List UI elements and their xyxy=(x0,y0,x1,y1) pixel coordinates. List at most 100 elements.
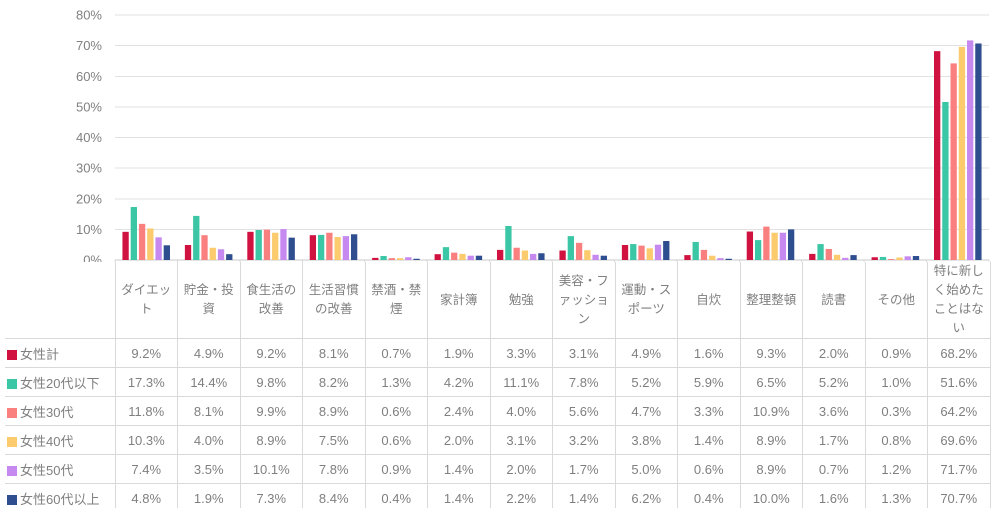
value-cell-女性50代-勉強: 2.0% xyxy=(489,454,553,484)
value-cell-女性計-美容・ファッション: 3.1% xyxy=(552,338,616,368)
value-cell-女性計-特に新しく始めたことはない: 68.2% xyxy=(927,338,991,368)
value-cell-女性50代-美容・ファッション: 1.7% xyxy=(552,454,616,484)
value-cell-女性30代-読書: 3.6% xyxy=(802,396,866,426)
value-cell-女性50代-運動・スポーツ: 5.0% xyxy=(614,454,678,484)
grouped-bar-chart: 0% 10% 20% 30% 40% 50% 60% 70% 80% xyxy=(76,8,990,262)
value-cell-女性60代以上-美容・ファッション: 1.4% xyxy=(552,483,616,508)
bar-女性50代-美容・ファッション xyxy=(592,254,599,260)
value-cell-女性50代-禁酒・禁煙: 0.9% xyxy=(364,454,428,484)
bar-女性50代-運動・スポーツ xyxy=(654,244,662,260)
y-axis-tick-label: 20% xyxy=(76,191,102,206)
bar-女性30代-禁酒・禁煙 xyxy=(388,258,395,260)
bar-女性50代-禁酒・禁煙 xyxy=(405,257,412,260)
bar-女性60代以上-家計簿 xyxy=(475,255,483,260)
value-cell-女性20代以下-食生活の改善: 9.8% xyxy=(239,367,303,397)
table-row-女性60代以上: 女性60代以上 4.8% 1.9% 7.3% 8.4% 0.4% 1.4% 2.2% 1.4% 6… xyxy=(5,483,991,508)
bar-女性50代-食生活の改善 xyxy=(280,229,287,260)
value-cell-女性40代-禁酒・禁煙: 0.6% xyxy=(364,425,428,455)
value-cell-女性50代-生活習慣の改善: 7.8% xyxy=(302,454,366,484)
y-axis-tick-label: 10% xyxy=(76,222,102,237)
value-cell-女性30代-食生活の改善: 9.9% xyxy=(239,396,303,426)
category-header-2: 食生活の改善 xyxy=(239,262,303,339)
value-cell-女性60代以上-生活習慣の改善: 8.4% xyxy=(302,483,366,508)
value-cell-女性50代-貯金・投資: 3.5% xyxy=(177,454,241,484)
series-name: 女性計 xyxy=(20,346,60,362)
table-corner-cell xyxy=(5,262,116,339)
table-row-女性30代: 女性30代 11.8% 8.1% 9.9% 8.9% 0.6% 2.4% 4.0% 5.6% 4.… xyxy=(5,396,991,426)
bar-女性20代以下-美容・ファッション xyxy=(567,236,574,260)
bar-女性30代-特に新しく始めたことはない xyxy=(950,63,957,260)
value-cell-女性20代以下-貯金・投資: 14.4% xyxy=(177,367,241,397)
value-cell-女性20代以下-勉強: 11.1% xyxy=(489,367,553,397)
category-header-10: 整理整頓 xyxy=(739,262,803,339)
bar-女性30代-美容・ファッション xyxy=(575,242,583,260)
category-header-11: 読書 xyxy=(802,262,866,339)
bar-女性20代以下-食生活の改善 xyxy=(255,229,262,260)
bar-女性30代-ダイエット xyxy=(138,223,146,260)
value-cell-女性計-読書: 2.0% xyxy=(802,338,866,368)
bar-女性60代以上-禁酒・禁煙 xyxy=(413,258,420,260)
bar-女性40代-ダイエット xyxy=(147,228,154,260)
bar-女性計-その他 xyxy=(871,257,878,260)
legend-key-icon xyxy=(7,436,17,447)
bar-女性20代以下-運動・スポーツ xyxy=(630,244,637,260)
bar-女性40代-食生活の改善 xyxy=(272,232,279,260)
bar-女性30代-その他 xyxy=(888,259,895,260)
category-header-9: 自炊 xyxy=(677,262,741,339)
value-cell-女性40代-自炊: 1.4% xyxy=(677,425,741,455)
value-cell-女性30代-整理整頓: 10.9% xyxy=(739,396,803,426)
series-name: 女性50代 xyxy=(20,462,74,478)
value-cell-女性30代-家計簿: 2.4% xyxy=(427,396,491,426)
value-cell-女性60代以上-家計簿: 1.4% xyxy=(427,483,491,508)
category-header-8: 運動・スポーツ xyxy=(614,262,678,339)
value-cell-女性計-勉強: 3.3% xyxy=(489,338,553,368)
value-cell-女性50代-読書: 0.7% xyxy=(802,454,866,484)
bar-女性計-整理整頓 xyxy=(746,231,754,260)
chart-data-table: ダイエット 貯金・投資 食生活の改善 生活習慣の改善 禁酒・禁煙 家計簿 勉強 美容・ファッシ… xyxy=(5,262,991,508)
category-header-6: 勉強 xyxy=(489,262,553,339)
value-cell-女性30代-その他: 0.3% xyxy=(864,396,928,426)
table-row-女性50代: 女性50代 7.4% 3.5% 10.1% 7.8% 0.9% 1.4% 2.0% 1.7% 5.… xyxy=(5,454,991,484)
value-cell-女性20代以下-ダイエット: 17.3% xyxy=(114,367,178,397)
value-cell-女性40代-特に新しく始めたことはない: 69.6% xyxy=(927,425,991,455)
value-cell-女性20代以下-自炊: 5.9% xyxy=(677,367,741,397)
legend-key-icon xyxy=(7,407,17,418)
value-cell-女性計-自炊: 1.6% xyxy=(677,338,741,368)
bar-女性20代以下-整理整頓 xyxy=(754,240,762,260)
table-row-女性20代以下: 女性20代以下 17.3% 14.4% 9.8% 8.2% 1.3% 4.2% 11.1% 7.… xyxy=(5,367,991,397)
bar-女性60代以上-ダイエット xyxy=(163,245,170,260)
value-cell-女性40代-貯金・投資: 4.0% xyxy=(177,425,241,455)
table-row-女性計: 女性計 9.2% 4.9% 9.2% 8.1% 0.7% 1.9% 3.3% 3.1% 4.9% 1… xyxy=(5,338,991,368)
bar-女性40代-美容・ファッション xyxy=(584,250,591,260)
bar-女性50代-生活習慣の改善 xyxy=(342,236,350,260)
bar-女性30代-運動・スポーツ xyxy=(638,245,645,260)
bar-女性60代以上-勉強 xyxy=(538,253,545,260)
bar-女性50代-読書 xyxy=(842,257,849,260)
bar-女性60代以上-読書 xyxy=(850,255,857,260)
value-cell-女性40代-勉強: 3.1% xyxy=(489,425,553,455)
value-cell-女性40代-生活習慣の改善: 7.5% xyxy=(302,425,366,455)
value-cell-女性20代以下-その他: 1.0% xyxy=(864,367,928,397)
bar-女性60代以上-自炊 xyxy=(725,258,732,260)
bar-女性20代以下-その他 xyxy=(879,256,887,260)
bar-女性60代以上-食生活の改善 xyxy=(288,237,295,260)
bar-女性30代-読書 xyxy=(825,248,832,260)
value-cell-女性60代以上-自炊: 0.4% xyxy=(677,483,741,508)
value-cell-女性50代-ダイエット: 7.4% xyxy=(114,454,178,484)
table-row-女性40代: 女性40代 10.3% 4.0% 8.9% 7.5% 0.6% 2.0% 3.1% 3.2% 3.… xyxy=(5,425,991,455)
value-cell-女性50代-その他: 1.2% xyxy=(864,454,928,484)
bar-女性30代-家計簿 xyxy=(451,252,458,260)
category-header-5: 家計簿 xyxy=(427,262,491,339)
value-cell-女性30代-禁酒・禁煙: 0.6% xyxy=(364,396,428,426)
bar-女性20代以下-生活習慣の改善 xyxy=(317,234,325,260)
value-cell-女性30代-運動・スポーツ: 4.7% xyxy=(614,396,678,426)
value-cell-女性20代以下-生活習慣の改善: 8.2% xyxy=(302,367,366,397)
bar-女性20代以下-ダイエット xyxy=(130,207,137,260)
bar-女性40代-特に新しく始めたことはない xyxy=(958,46,966,260)
bar-女性60代以上-運動・スポーツ xyxy=(663,241,670,260)
bar-女性40代-読書 xyxy=(833,254,841,260)
value-cell-女性50代-整理整頓: 8.9% xyxy=(739,454,803,484)
series-name: 女性40代 xyxy=(20,433,74,449)
bar-女性20代以下-禁酒・禁煙 xyxy=(380,256,387,260)
